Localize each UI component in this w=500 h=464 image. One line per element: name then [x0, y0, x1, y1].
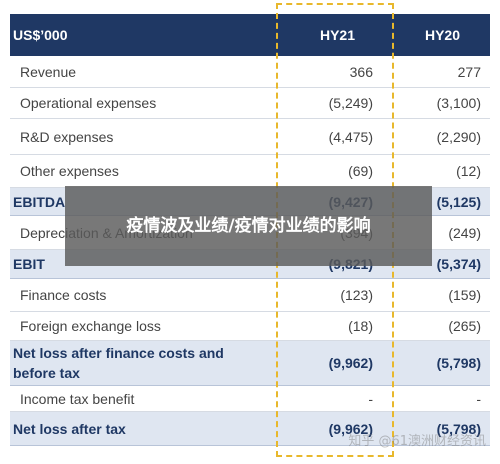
table-row: Other expenses (69) (12)	[10, 155, 490, 188]
label-cell: Net loss after finance costs and before …	[13, 345, 224, 381]
value-cell: HY20	[424, 27, 460, 43]
table-row: Operational expenses (5,249) (3,100)	[10, 88, 490, 119]
table-row: Revenue 366 277	[10, 56, 490, 88]
label-cell: US$’000	[13, 27, 68, 43]
table-row: R&D expenses (4,475) (2,290)	[10, 119, 490, 155]
table-row: Foreign exchange loss (18) (265)	[10, 312, 490, 341]
value-cell: (4,475)	[328, 128, 373, 145]
value-cell: (5,249)	[328, 95, 373, 111]
label-cell: Revenue	[20, 63, 77, 80]
label-cell: EBITDA	[13, 193, 66, 210]
label-cell: R&D expenses	[20, 128, 114, 145]
value-cell: (265)	[448, 318, 481, 334]
value-cell: (9,962)	[328, 420, 373, 437]
value-cell: -	[476, 390, 481, 407]
label-cell: Foreign exchange loss	[20, 318, 161, 334]
value-cell: (5,798)	[436, 420, 481, 437]
label-cell: Finance costs	[20, 287, 107, 303]
value-cell: (123)	[340, 287, 373, 303]
value-cell: (5,798)	[436, 355, 481, 371]
header-row: US$’000 HY21 HY20	[10, 14, 490, 56]
value-cell: -	[368, 390, 373, 407]
label-cell: Other expenses	[20, 163, 119, 179]
value-cell: (12)	[456, 163, 481, 179]
table-row: Net loss after tax (9,962) (5,798)	[10, 412, 490, 446]
value-cell: (5,374)	[436, 256, 481, 272]
value-cell: HY21	[319, 27, 355, 43]
value-cell: (2,290)	[436, 128, 481, 145]
value-cell: 366	[349, 63, 373, 80]
value-cell: (5,125)	[436, 193, 481, 210]
table-row: Income tax benefit - -	[10, 386, 490, 412]
value-cell: (159)	[448, 287, 481, 303]
label-cell: Operational expenses	[20, 95, 157, 111]
label-cell: Income tax benefit	[20, 390, 135, 407]
label-cell: EBIT	[13, 256, 45, 272]
value-cell: (9,962)	[328, 355, 373, 371]
label-cell: Net loss after tax	[13, 420, 126, 437]
table-row: Net loss after finance costs and before …	[10, 341, 490, 386]
value-cell: (18)	[348, 318, 373, 334]
table-row: Finance costs (123) (159)	[10, 279, 490, 312]
value-cell: (249)	[448, 224, 481, 241]
value-cell: (69)	[348, 163, 373, 179]
value-cell: (3,100)	[436, 95, 481, 111]
caption: 疫情波及业绩/疫情对业绩的影响	[126, 216, 371, 236]
watermark: 知乎 @61澳洲财经资讯	[348, 434, 486, 449]
value-cell: 277	[457, 63, 481, 80]
caption-banner: 疫情波及业绩/疫情对业绩的影响	[65, 186, 432, 266]
